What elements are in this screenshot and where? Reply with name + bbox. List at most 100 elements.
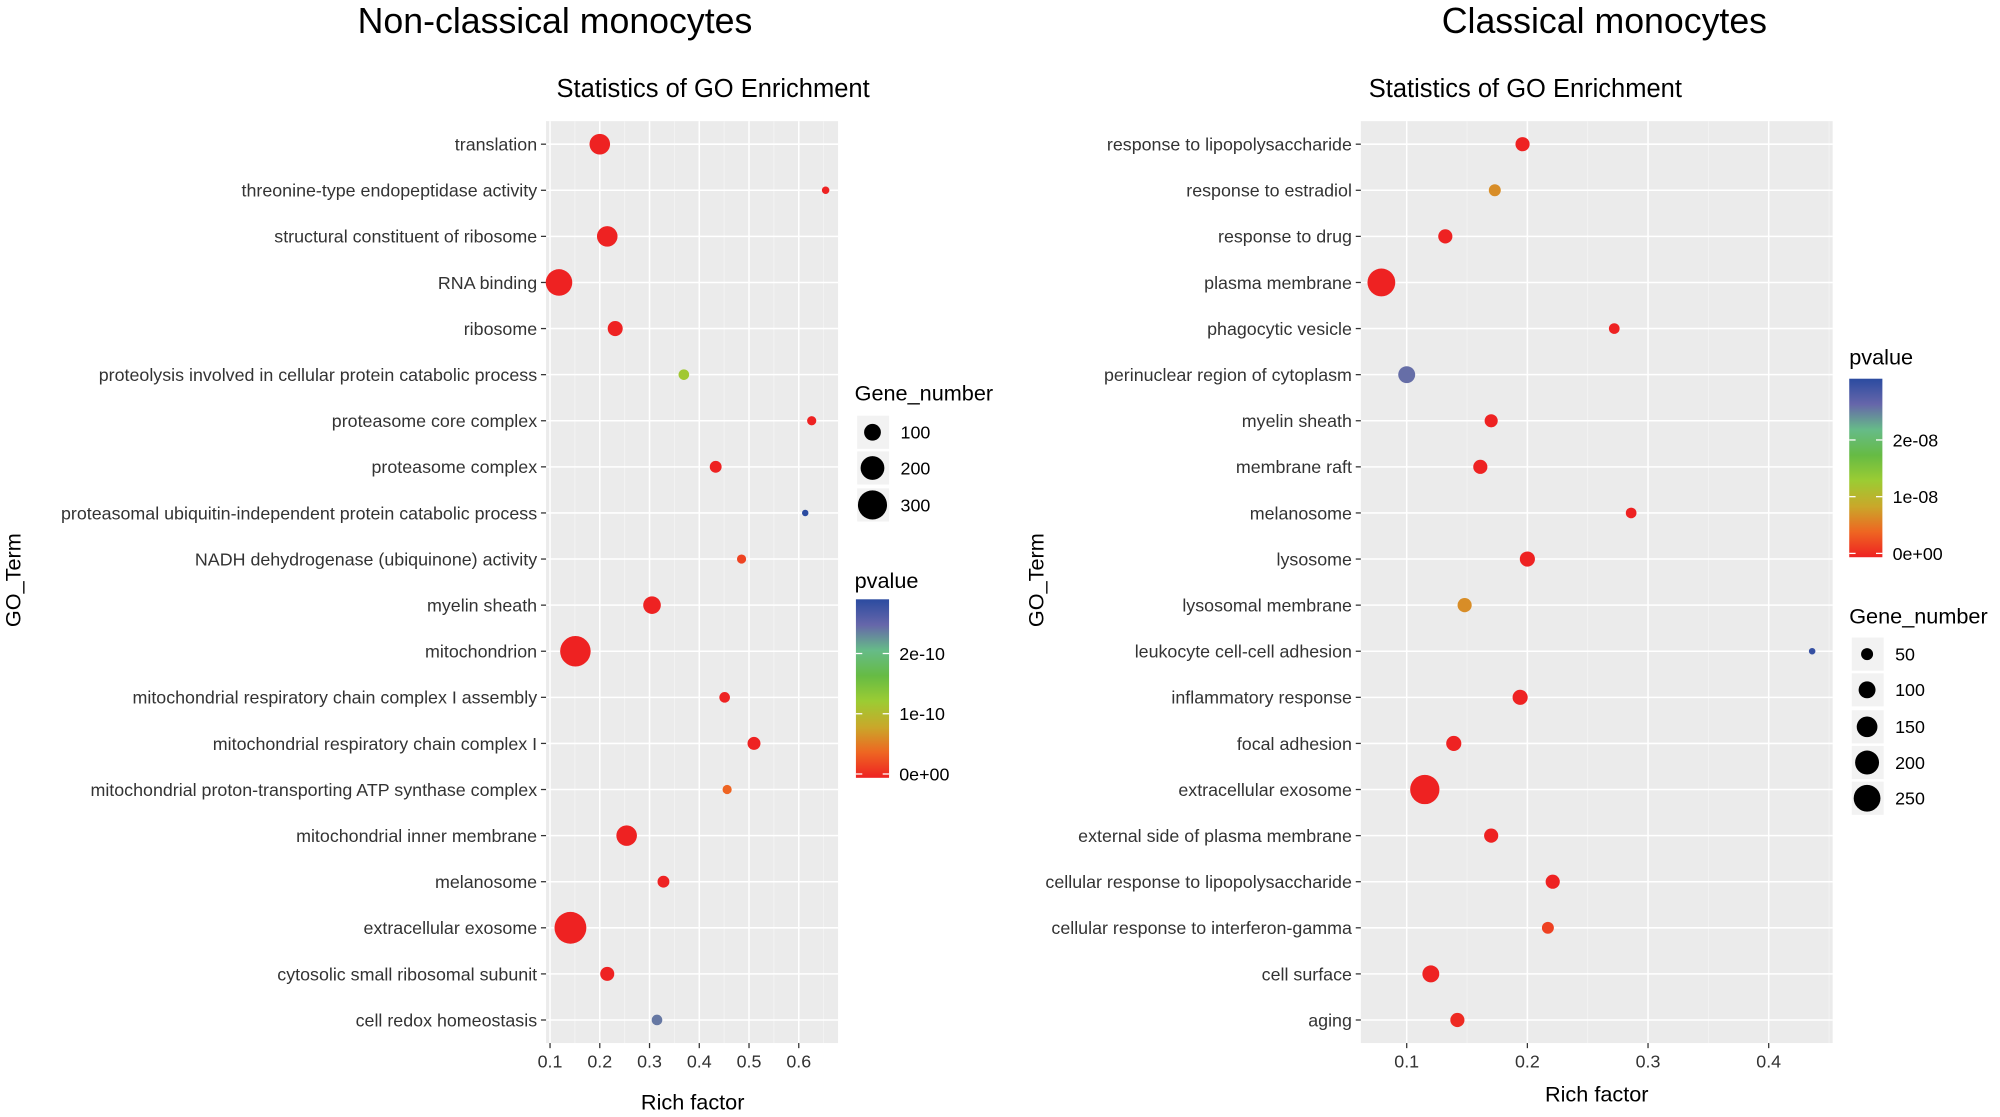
- data-point: [801, 509, 809, 517]
- size-legend-title: Gene_number: [1849, 604, 1987, 629]
- data-point: [657, 875, 670, 888]
- y-tick-label: mitochondrial respiratory chain complex …: [133, 688, 538, 708]
- size-legend-key: [864, 423, 881, 441]
- color-legend-label: 1e-10: [899, 704, 945, 724]
- y-tick-label: membrane raft: [1236, 457, 1352, 477]
- size-legend-title: Gene_number: [855, 380, 993, 405]
- y-tick-label: mitochondrial proton-transporting ATP sy…: [90, 780, 537, 800]
- y-tick-label: proteasome complex: [371, 457, 537, 477]
- data-point: [1450, 1012, 1465, 1028]
- data-point: [589, 133, 611, 155]
- data-point: [709, 460, 722, 473]
- chart-classical: Statistics of GO Enrichment 0.1 0.2 0.3 0.4 r…: [1023, 75, 1987, 1107]
- size-legend-key: [860, 456, 885, 480]
- y-tick-label: extracellular exosome: [364, 918, 538, 938]
- data-point: [600, 966, 615, 981]
- size-legend-key: [857, 490, 888, 520]
- data-point: [607, 321, 623, 337]
- data-point: [1545, 874, 1560, 889]
- data-point: [1515, 137, 1530, 152]
- data-point: [560, 635, 591, 667]
- y-tick-label: mitochondrial inner membrane: [296, 826, 537, 846]
- y-tick-label: cellular response to lipopolysaccharide: [1045, 872, 1352, 892]
- plot-panel: [546, 121, 839, 1044]
- chart-subtitle: Statistics of GO Enrichment: [1369, 75, 1682, 103]
- size-legend-key: [1861, 648, 1874, 661]
- y-tick-label: leukocyte cell-cell adhesion: [1135, 642, 1352, 662]
- data-point: [554, 911, 587, 944]
- y-tick-label: proteasomal ubiquitin-independent protei…: [61, 503, 537, 523]
- y-tick-label: RNA binding: [438, 273, 537, 293]
- y-tick-label: focal adhesion: [1237, 734, 1352, 754]
- y-tick-label: myelin sheath: [1242, 411, 1352, 431]
- y-tick-label: proteolysis involved in cellular protein…: [99, 365, 537, 385]
- y-tick-label: melanosome: [435, 872, 537, 892]
- y-tick-label: aging: [1308, 1010, 1352, 1030]
- y-tick-label: perinuclear region of cytoplasm: [1104, 365, 1352, 385]
- data-point: [1625, 507, 1637, 519]
- y-tick-label: response to lipopolysaccharide: [1107, 135, 1352, 155]
- y-tick-label: extracellular exosome: [1178, 780, 1352, 800]
- y-tick-label: cellular response to interferon-gamma: [1051, 918, 1352, 938]
- color-legend-label: 1e-08: [1893, 487, 1939, 507]
- figure-title-right: Classical monocytes: [1442, 1, 1767, 41]
- y-tick-label: inflammatory response: [1171, 688, 1352, 708]
- chart-non-classical: Statistics of GO Enrichment 0.1 0.2 0.3 0.4 0…: [1, 75, 993, 1114]
- y-tick-label: NADH dehydrogenase (ubiquinone) activity: [195, 549, 537, 569]
- data-point: [821, 186, 830, 195]
- data-point: [1446, 735, 1462, 751]
- x-axis-label: Rich factor: [641, 1089, 745, 1114]
- data-point: [722, 784, 732, 795]
- y-tick-label: melanosome: [1250, 503, 1352, 523]
- color-bar: [1849, 378, 1883, 558]
- x-tick-label: 0.4: [1756, 1051, 1781, 1071]
- x-tick-label: 0.2: [1515, 1051, 1540, 1071]
- size-legend-label: 150: [1895, 717, 1925, 737]
- y-tick-label: response to estradiol: [1186, 181, 1352, 201]
- y-tick-label: cell surface: [1262, 964, 1352, 984]
- y-tick-label: cytosolic small ribosomal subunit: [277, 964, 537, 984]
- figure-title-left: Non-classical monocytes: [358, 1, 753, 41]
- color-bar: [855, 599, 890, 778]
- size-legend-key: [1858, 681, 1876, 699]
- data-point: [1473, 459, 1488, 474]
- size-legend-label: 300: [901, 495, 931, 515]
- size-legend-label: 100: [901, 423, 931, 443]
- x-tick-label: 0.1: [1394, 1051, 1419, 1071]
- color-legend-title: pvalue: [855, 568, 919, 593]
- color-legend-title: pvalue: [1849, 345, 1913, 370]
- data-point: [643, 596, 661, 614]
- data-point: [747, 736, 761, 750]
- data-point: [1488, 184, 1501, 197]
- size-legend-label: 250: [1895, 789, 1925, 809]
- size-legend-key: [1853, 784, 1881, 812]
- y-tick-label: translation: [455, 135, 537, 155]
- color-legend-label: 2e-10: [899, 644, 945, 664]
- y-axis-label: GO_Term: [1023, 533, 1048, 627]
- y-tick-label: lysosome: [1277, 549, 1352, 569]
- y-tick-label: cell redox homeostasis: [356, 1010, 538, 1030]
- data-point: [1608, 323, 1620, 334]
- size-legend-key: [1856, 716, 1878, 738]
- data-point: [1422, 965, 1440, 983]
- data-point: [1410, 774, 1440, 805]
- data-point: [1512, 689, 1528, 705]
- color-legend-label: 0e+00: [1893, 544, 1943, 564]
- x-tick-label: 0.4: [687, 1051, 712, 1071]
- data-point: [678, 369, 690, 380]
- x-axis-label: Rich factor: [1545, 1082, 1649, 1107]
- data-point: [736, 554, 747, 564]
- color-legend-label: 0e+00: [899, 764, 949, 784]
- y-tick-label: lysosomal membrane: [1182, 596, 1352, 616]
- y-tick-label: proteasome core complex: [332, 411, 537, 431]
- data-point: [616, 825, 637, 846]
- data-point: [1484, 414, 1498, 428]
- x-tick-label: 0.3: [637, 1051, 662, 1071]
- data-point: [1398, 366, 1416, 384]
- color-legend-label: 2e-08: [1893, 430, 1939, 450]
- x-tick-label: 0.2: [587, 1051, 612, 1071]
- y-tick-label: structural constituent of ribosome: [274, 227, 537, 247]
- data-point: [1541, 921, 1554, 934]
- data-point: [1457, 598, 1472, 613]
